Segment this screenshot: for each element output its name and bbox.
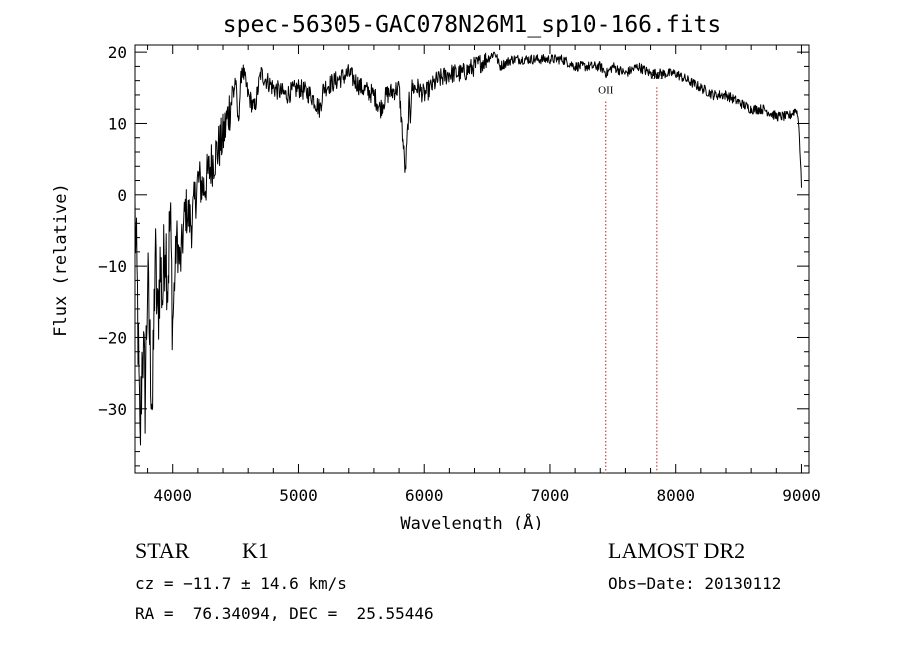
spectrum-plot: spec-56305-GAC078N26M1_sp10-166.fits OII… bbox=[51, 12, 821, 530]
flux-spectrum-line bbox=[134, 51, 802, 446]
object-class: STAR bbox=[135, 538, 190, 563]
line-marker-label: OII bbox=[598, 85, 614, 97]
y-tick-label: −30 bbox=[98, 400, 127, 419]
chart-title: spec-56305-GAC078N26M1_sp10-166.fits bbox=[223, 12, 722, 38]
y-axis-label: Flux (relative) bbox=[51, 183, 71, 337]
x-tick-label: 5000 bbox=[279, 486, 318, 505]
observation-date: Obs−Date: 20130112 bbox=[608, 574, 782, 593]
y-tick-label: −10 bbox=[98, 257, 127, 276]
y-tick-label: 20 bbox=[108, 43, 127, 62]
x-tick-label: 9000 bbox=[782, 486, 821, 505]
plot-frame bbox=[134, 44, 810, 474]
x-tick-label: 7000 bbox=[531, 486, 570, 505]
y-tick-label: −20 bbox=[98, 328, 127, 347]
x-tick-label: 8000 bbox=[656, 486, 695, 505]
x-tick-label: 6000 bbox=[405, 486, 444, 505]
sky-coordinates: RA = 76.34094, DEC = 25.55446 bbox=[135, 604, 434, 623]
y-tick-label: 0 bbox=[117, 186, 127, 205]
x-tick-label: 4000 bbox=[153, 486, 192, 505]
x-axis-label: Wavelength (Å) bbox=[400, 512, 543, 530]
survey-release: LAMOST DR2 bbox=[608, 538, 746, 563]
y-tick-label: 10 bbox=[108, 114, 127, 133]
redshift-velocity: cz = −11.7 ± 14.6 km/s bbox=[135, 574, 347, 593]
spectral-subclass: K1 bbox=[242, 538, 269, 563]
